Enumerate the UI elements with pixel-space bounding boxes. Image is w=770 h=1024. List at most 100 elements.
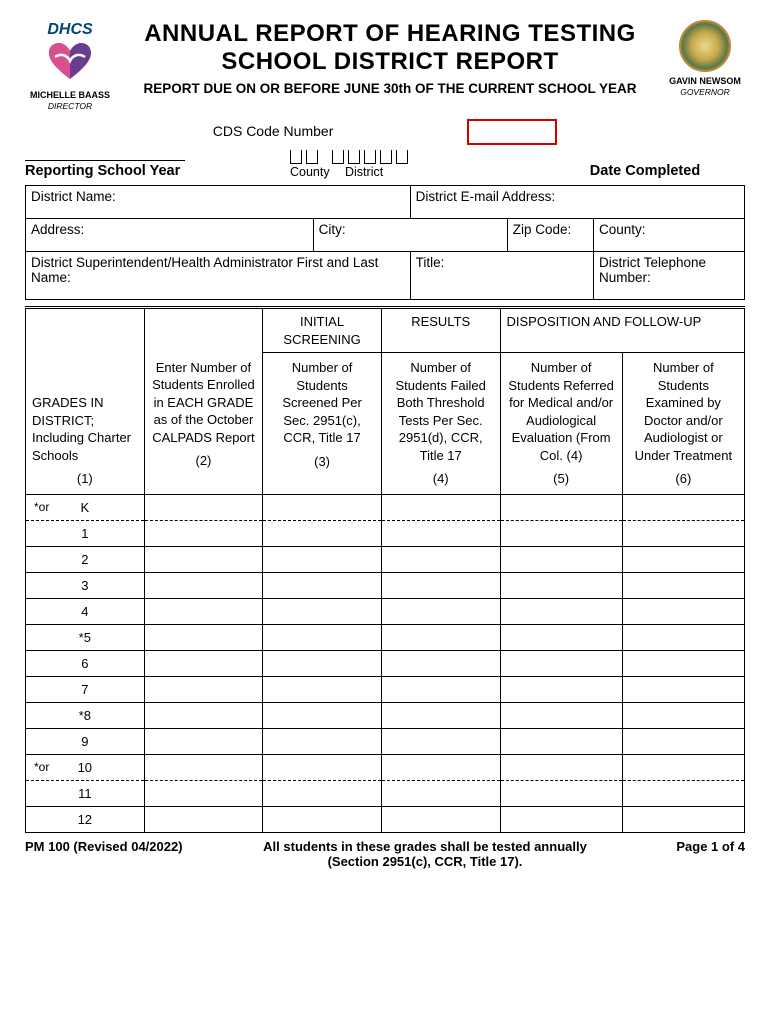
col6-label: Number of Students Examined by Doctor an… xyxy=(629,359,738,464)
cell[interactable] xyxy=(500,702,622,728)
cell[interactable] xyxy=(263,754,382,780)
cds-red-box[interactable] xyxy=(467,119,557,145)
section-initial: INITIAL SCREENING xyxy=(263,309,382,353)
cell[interactable] xyxy=(622,650,744,676)
cell[interactable] xyxy=(500,728,622,754)
cell[interactable] xyxy=(144,546,263,572)
field-city[interactable]: City: xyxy=(313,218,507,251)
cell[interactable] xyxy=(622,676,744,702)
cell[interactable] xyxy=(144,806,263,832)
cell[interactable] xyxy=(263,780,382,806)
cell[interactable] xyxy=(263,702,382,728)
cell[interactable] xyxy=(144,494,263,520)
header-center: ANNUAL REPORT OF HEARING TESTING SCHOOL … xyxy=(115,20,665,96)
field-telephone[interactable]: District Telephone Number: xyxy=(593,251,744,299)
cell[interactable] xyxy=(381,728,500,754)
cell[interactable] xyxy=(500,650,622,676)
cell[interactable] xyxy=(263,572,382,598)
cell[interactable] xyxy=(381,754,500,780)
col3-label: Number of Students Screened Per Sec. 295… xyxy=(269,359,375,447)
grades-table: INITIAL SCREENING RESULTS DISPOSITION AN… xyxy=(25,309,745,833)
year-input-line[interactable] xyxy=(25,147,185,161)
cell[interactable] xyxy=(622,598,744,624)
district-label: District xyxy=(345,165,383,179)
cell[interactable] xyxy=(381,806,500,832)
cell[interactable] xyxy=(622,572,744,598)
district-info-table: District Name: District E-mail Address: … xyxy=(25,185,745,300)
cell[interactable] xyxy=(622,624,744,650)
section-header-row: INITIAL SCREENING RESULTS DISPOSITION AN… xyxy=(26,309,745,353)
cell[interactable] xyxy=(622,494,744,520)
col3-num: (3) xyxy=(269,453,375,471)
cell[interactable] xyxy=(381,520,500,546)
cell[interactable] xyxy=(500,546,622,572)
cell[interactable] xyxy=(381,624,500,650)
cell[interactable] xyxy=(622,780,744,806)
cell[interactable] xyxy=(381,780,500,806)
governor-name: GAVIN NEWSOM xyxy=(665,76,745,87)
cell[interactable] xyxy=(381,598,500,624)
cell[interactable] xyxy=(144,598,263,624)
cell[interactable] xyxy=(144,520,263,546)
field-zip[interactable]: Zip Code: xyxy=(507,218,593,251)
cell[interactable] xyxy=(381,702,500,728)
cell[interactable] xyxy=(622,728,744,754)
cell[interactable] xyxy=(381,650,500,676)
cell[interactable] xyxy=(263,546,382,572)
field-county[interactable]: County: xyxy=(593,218,744,251)
cell[interactable] xyxy=(500,572,622,598)
cell[interactable] xyxy=(622,754,744,780)
cell[interactable] xyxy=(500,520,622,546)
cell[interactable] xyxy=(144,754,263,780)
col1-label: GRADES IN DISTRICT; Including Charter Sc… xyxy=(32,394,138,464)
cell[interactable] xyxy=(144,676,263,702)
cell[interactable] xyxy=(263,806,382,832)
cell[interactable] xyxy=(144,702,263,728)
cell[interactable] xyxy=(381,676,500,702)
cell[interactable] xyxy=(500,494,622,520)
grade-label: *8 xyxy=(79,708,91,723)
cell[interactable] xyxy=(500,780,622,806)
footer-left: PM 100 (Revised 04/2022) xyxy=(25,839,225,854)
cell[interactable] xyxy=(144,650,263,676)
cell[interactable] xyxy=(263,624,382,650)
cell[interactable] xyxy=(263,728,382,754)
cell[interactable] xyxy=(381,546,500,572)
field-address[interactable]: Address: xyxy=(26,218,314,251)
field-title[interactable]: Title: xyxy=(410,251,593,299)
cell[interactable] xyxy=(144,624,263,650)
grade-label: K xyxy=(80,500,89,515)
cell[interactable] xyxy=(144,780,263,806)
field-district-email[interactable]: District E-mail Address: xyxy=(410,185,744,218)
field-superintendent[interactable]: District Superintendent/Health Administr… xyxy=(26,251,411,299)
field-district-name[interactable]: District Name: xyxy=(26,185,411,218)
cds-code-boxes[interactable] xyxy=(290,150,545,164)
section-results: RESULTS xyxy=(381,309,500,353)
cell[interactable] xyxy=(263,598,382,624)
cell[interactable] xyxy=(622,702,744,728)
cell[interactable] xyxy=(622,546,744,572)
cell[interactable] xyxy=(263,520,382,546)
col4-num: (4) xyxy=(388,470,494,488)
cell[interactable] xyxy=(500,598,622,624)
grade-label: 4 xyxy=(81,604,88,619)
cell[interactable] xyxy=(381,572,500,598)
cell[interactable] xyxy=(263,494,382,520)
cell[interactable] xyxy=(622,806,744,832)
cell[interactable] xyxy=(263,676,382,702)
grade-label: *5 xyxy=(79,630,91,645)
grade-label: 2 xyxy=(81,552,88,567)
footer: PM 100 (Revised 04/2022) All students in… xyxy=(25,839,745,869)
cell[interactable] xyxy=(500,624,622,650)
header: DHCS MICHELLE BAASS DIRECTOR ANNUAL REPO… xyxy=(25,20,745,111)
cell[interactable] xyxy=(263,650,382,676)
grade-label: 1 xyxy=(81,526,88,541)
cell[interactable] xyxy=(622,520,744,546)
col4-label: Number of Students Failed Both Threshold… xyxy=(388,359,494,464)
cell[interactable] xyxy=(500,676,622,702)
cell[interactable] xyxy=(381,494,500,520)
cell[interactable] xyxy=(500,806,622,832)
cell[interactable] xyxy=(144,572,263,598)
cell[interactable] xyxy=(500,754,622,780)
cell[interactable] xyxy=(144,728,263,754)
